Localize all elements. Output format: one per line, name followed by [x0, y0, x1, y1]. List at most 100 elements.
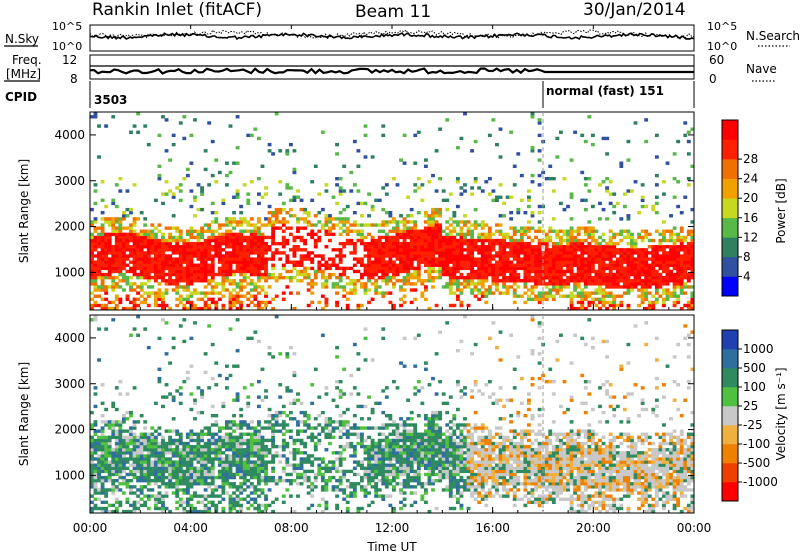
- heatmap-cell: [189, 251, 194, 255]
- heatmap-cell: [164, 466, 169, 470]
- heatmap-cell: [431, 269, 435, 274]
- heatmap-cell: [246, 248, 251, 252]
- heatmap-cell: [423, 238, 428, 243]
- heatmap-cell: [157, 491, 162, 495]
- heatmap-cell: [100, 180, 105, 184]
- heatmap-cell: [679, 306, 684, 311]
- heatmap-cell: [619, 263, 624, 267]
- heatmap-cell: [395, 257, 400, 261]
- heatmap-cell: [320, 257, 325, 261]
- heatmap-cell: [619, 161, 624, 165]
- heatmap-cell: [622, 275, 627, 280]
- heatmap-cell: [296, 451, 300, 455]
- heatmap-cell: [217, 457, 222, 461]
- heatmap-cell: [97, 327, 101, 331]
- heatmap-cell: [90, 463, 94, 467]
- heatmap-cell: [271, 275, 276, 280]
- heatmap-cell: [413, 223, 418, 227]
- heatmap-cell: [377, 198, 382, 203]
- heatmap-cell: [395, 269, 400, 274]
- heatmap-cell: [583, 251, 588, 255]
- heatmap-cell: [121, 420, 126, 424]
- heatmap-cell: [157, 223, 162, 227]
- heatmap-cell: [97, 478, 101, 483]
- heatmap-cell: [676, 260, 681, 264]
- heatmap-cell: [285, 355, 290, 359]
- heatmap-cell: [246, 463, 251, 467]
- heatmap-cell: [395, 238, 400, 243]
- heatmap-cell: [153, 235, 158, 240]
- heatmap-cell: [129, 260, 133, 264]
- heatmap-cell: [466, 260, 471, 264]
- heatmap-cell: [516, 207, 521, 212]
- heatmap-cell: [455, 285, 460, 289]
- heatmap-cell: [171, 288, 176, 292]
- heatmap-cell: [296, 398, 300, 402]
- heatmap-cell: [178, 257, 183, 261]
- heatmap-cell: [487, 257, 492, 261]
- heatmap-cell: [303, 441, 308, 446]
- heatmap-cell: [239, 269, 244, 274]
- heatmap-cell: [299, 263, 304, 267]
- heatmap-cell: [136, 438, 141, 443]
- heatmap-cell: [406, 214, 411, 218]
- heatmap-cell: [214, 383, 219, 387]
- heatmap-cell: [420, 229, 425, 233]
- heatmap-cell: [242, 275, 247, 280]
- heatmap-cell: [512, 275, 517, 280]
- heatmap-cell: [189, 189, 194, 193]
- y-tick-label: 1000: [54, 265, 85, 279]
- heatmap-cell: [633, 238, 638, 243]
- heatmap-cell: [164, 257, 169, 261]
- heatmap-cell: [90, 279, 94, 283]
- heatmap-cell: [97, 285, 101, 289]
- station-title: Rankin Inlet (fitACF): [92, 0, 262, 20]
- heatmap-cell: [271, 441, 276, 446]
- heatmap-cell: [335, 217, 339, 221]
- heatmap-cell: [196, 482, 201, 486]
- heatmap-cell: [150, 245, 155, 249]
- heatmap-cell: [164, 485, 169, 489]
- heatmap-cell: [296, 482, 300, 486]
- heatmap-cell: [686, 257, 691, 261]
- heatmap-cell: [235, 463, 240, 467]
- heatmap-cell: [569, 279, 574, 283]
- heatmap-cell: [466, 245, 471, 249]
- heatmap-cell: [90, 457, 94, 461]
- heatmap-cell: [185, 509, 190, 514]
- heatmap-cell: [676, 275, 681, 280]
- heatmap-cell: [129, 207, 133, 212]
- heatmap-cell: [288, 435, 293, 440]
- heatmap-cell: [644, 204, 649, 209]
- heatmap-cell: [214, 441, 219, 446]
- heatmap-cell: [551, 294, 556, 298]
- heatmap-cell: [271, 214, 276, 218]
- heatmap-cell: [235, 115, 240, 119]
- heatmap-cell: [349, 288, 354, 292]
- heatmap-cell: [448, 260, 453, 264]
- heatmap-cell: [590, 229, 595, 233]
- heatmap-cell: [296, 392, 300, 396]
- heatmap-cell: [480, 251, 485, 255]
- heatmap-cell: [90, 251, 94, 255]
- heatmap-cell: [381, 291, 386, 295]
- heatmap-cell: [665, 288, 670, 292]
- heatmap-cell: [445, 272, 450, 277]
- heatmap-cell: [132, 500, 137, 505]
- heatmap-cell: [114, 509, 119, 514]
- heatmap-cell: [509, 211, 514, 215]
- heatmap-cell: [97, 429, 101, 433]
- heatmap-cell: [377, 260, 382, 264]
- heatmap-cell: [455, 220, 460, 224]
- heatmap-cell: [271, 251, 276, 255]
- heatmap-cell: [335, 285, 339, 289]
- heatmap-cell: [669, 229, 673, 233]
- heatmap-cell: [676, 180, 681, 184]
- heatmap-cell: [558, 229, 563, 233]
- heatmap-cell: [217, 454, 222, 458]
- heatmap-cell: [608, 275, 613, 280]
- heatmap-cell: [225, 460, 229, 464]
- nsearch-tick-top: 10^5: [707, 20, 737, 33]
- heatmap-cell: [580, 263, 585, 267]
- heatmap-cell: [583, 139, 588, 144]
